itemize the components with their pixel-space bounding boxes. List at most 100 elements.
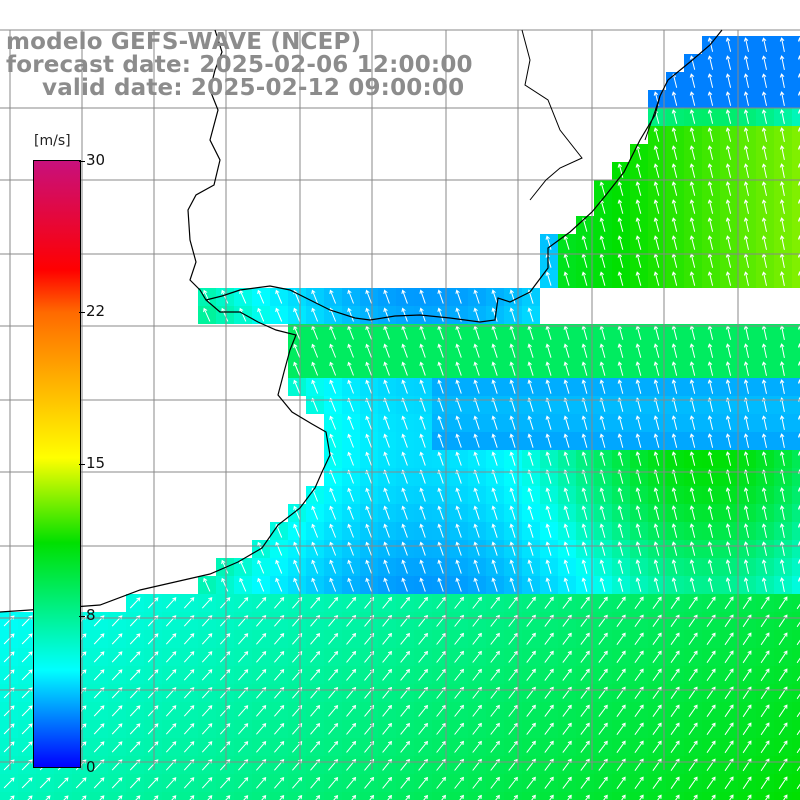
wind-arrow: [419, 541, 426, 556]
wind-arrow: [653, 217, 660, 232]
wind-arrow: [508, 632, 518, 645]
wind-arrow: [508, 668, 518, 681]
wind-arrow: [635, 361, 642, 376]
wind-arrow: [544, 632, 554, 645]
wind-arrow: [183, 669, 195, 681]
wind-arrow: [725, 433, 732, 448]
wind-arrow: [401, 343, 408, 358]
wind-arrow: [617, 541, 624, 556]
wind-arrow: [437, 433, 444, 448]
wind-speed-cell: [108, 792, 126, 800]
wind-arrow: [310, 777, 321, 789]
wind-arrow: [562, 668, 572, 681]
wind-arrow: [293, 505, 301, 520]
wind-arrow: [383, 487, 390, 502]
wind-arrow: [779, 433, 785, 448]
wind-arrow: [599, 577, 606, 592]
wind-arrow: [81, 795, 87, 800]
wind-arrow: [725, 109, 732, 124]
wind-arrow: [706, 722, 716, 735]
coastline-rio-de-la-plata: [205, 29, 723, 323]
wind-arrow: [671, 505, 678, 520]
wind-arrow: [153, 795, 159, 800]
wind-arrow: [634, 632, 644, 645]
wind-arrow: [328, 740, 339, 753]
wind-arrow: [581, 235, 588, 250]
wind-arrow: [563, 343, 570, 358]
wind-arrow: [329, 487, 337, 502]
wind-arrow: [93, 705, 105, 717]
wind-arrow: [347, 307, 354, 322]
wind-speed-cell: [450, 792, 468, 800]
wind-arrow: [545, 577, 552, 592]
wind-arrow: [365, 289, 372, 304]
wind-arrow: [796, 693, 800, 700]
wind-arrow: [724, 776, 734, 790]
wind-arrow: [401, 559, 408, 574]
wind-arrow: [725, 37, 732, 52]
wind-arrow: [147, 669, 159, 681]
wind-arrow: [63, 795, 69, 800]
wind-arrow: [382, 740, 392, 753]
wind-arrow: [75, 777, 87, 789]
wind-arrow: [165, 597, 177, 609]
wind-arrow: [454, 632, 464, 645]
wind-arrow: [111, 633, 123, 645]
wind-arrow: [689, 343, 696, 358]
wind-arrow: [365, 523, 372, 538]
wind-arrow: [653, 451, 660, 466]
wind-arrow: [725, 145, 732, 160]
wind-arrow: [365, 541, 372, 556]
wind-arrow: [21, 741, 33, 753]
wind-arrow: [545, 343, 552, 358]
wind-arrow: [383, 451, 390, 466]
colorbar-tick-label: 30: [86, 151, 106, 169]
wind-arrow: [418, 668, 428, 681]
wind-arrow: [3, 651, 15, 663]
wind-arrow: [472, 668, 482, 681]
wind-arrow: [201, 741, 213, 753]
wind-arrow: [689, 127, 696, 142]
wind-arrow: [93, 723, 105, 735]
wind-arrow: [509, 559, 516, 574]
wind-arrow: [256, 722, 267, 735]
wind-arrow: [688, 668, 698, 681]
wind-arrow: [707, 361, 714, 376]
wind-arrow: [509, 523, 516, 538]
wind-arrow: [779, 271, 785, 286]
colorbar: [33, 160, 81, 768]
wind-arrow: [509, 433, 516, 448]
colorbar-tickmark: [79, 312, 85, 313]
wind-arrow: [165, 777, 177, 789]
wind-arrow: [219, 741, 231, 753]
wind-arrow: [293, 307, 301, 322]
wind-arrow: [598, 668, 608, 681]
wind-arrow: [779, 541, 785, 556]
wind-arrow: [365, 343, 372, 358]
wind-arrow: [580, 722, 590, 735]
wind-arrow: [364, 776, 375, 789]
wind-arrow: [401, 379, 408, 394]
wind-arrow: [311, 559, 319, 574]
wind-arrow: [293, 559, 301, 574]
wind-arrow: [724, 596, 734, 610]
wind-arrow: [779, 37, 785, 52]
wind-arrow: [347, 415, 354, 430]
wind-arrow: [706, 668, 716, 681]
wind-arrow: [760, 704, 770, 718]
wind-arrow: [689, 109, 696, 124]
wind-arrow: [635, 451, 642, 466]
wind-arrow: [238, 705, 249, 717]
wind-speed-cell: [666, 792, 684, 800]
wind-arrow: [400, 776, 410, 789]
wind-arrow: [419, 451, 426, 466]
wind-arrow: [527, 487, 534, 502]
wind-arrow: [743, 55, 749, 70]
wind-arrow: [617, 487, 624, 502]
wind-arrow: [581, 577, 588, 592]
wind-arrow: [401, 505, 408, 520]
wind-arrow: [603, 794, 608, 800]
wind-arrow: [383, 379, 390, 394]
wind-arrow: [491, 379, 498, 394]
wind-speed-cell: [414, 792, 432, 800]
